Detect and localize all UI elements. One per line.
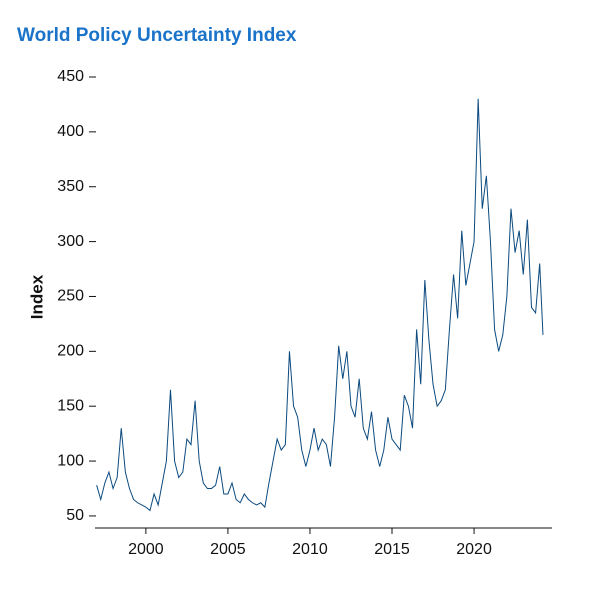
y-tick-label: 350 bbox=[57, 178, 84, 195]
y-tick-label: 450 bbox=[57, 68, 84, 85]
x-tick-label: 2000 bbox=[128, 541, 164, 558]
y-tick-label: 250 bbox=[57, 288, 84, 305]
y-tick-label: 150 bbox=[57, 397, 84, 414]
x-tick-label: 2005 bbox=[210, 541, 246, 558]
y-tick-label: 50 bbox=[66, 507, 84, 524]
x-tick-label: 2020 bbox=[456, 541, 492, 558]
y-tick-label: 400 bbox=[57, 123, 84, 140]
y-tick-label: 100 bbox=[57, 452, 84, 469]
y-axis-label: Index bbox=[27, 274, 46, 319]
x-tick-label: 2015 bbox=[374, 541, 410, 558]
x-tick-label: 2010 bbox=[292, 541, 328, 558]
chart-title: World Policy Uncertainty Index bbox=[17, 25, 297, 46]
data-line bbox=[96, 98, 544, 512]
y-tick-label: 200 bbox=[57, 343, 84, 360]
y-tick-label: 300 bbox=[57, 233, 84, 250]
